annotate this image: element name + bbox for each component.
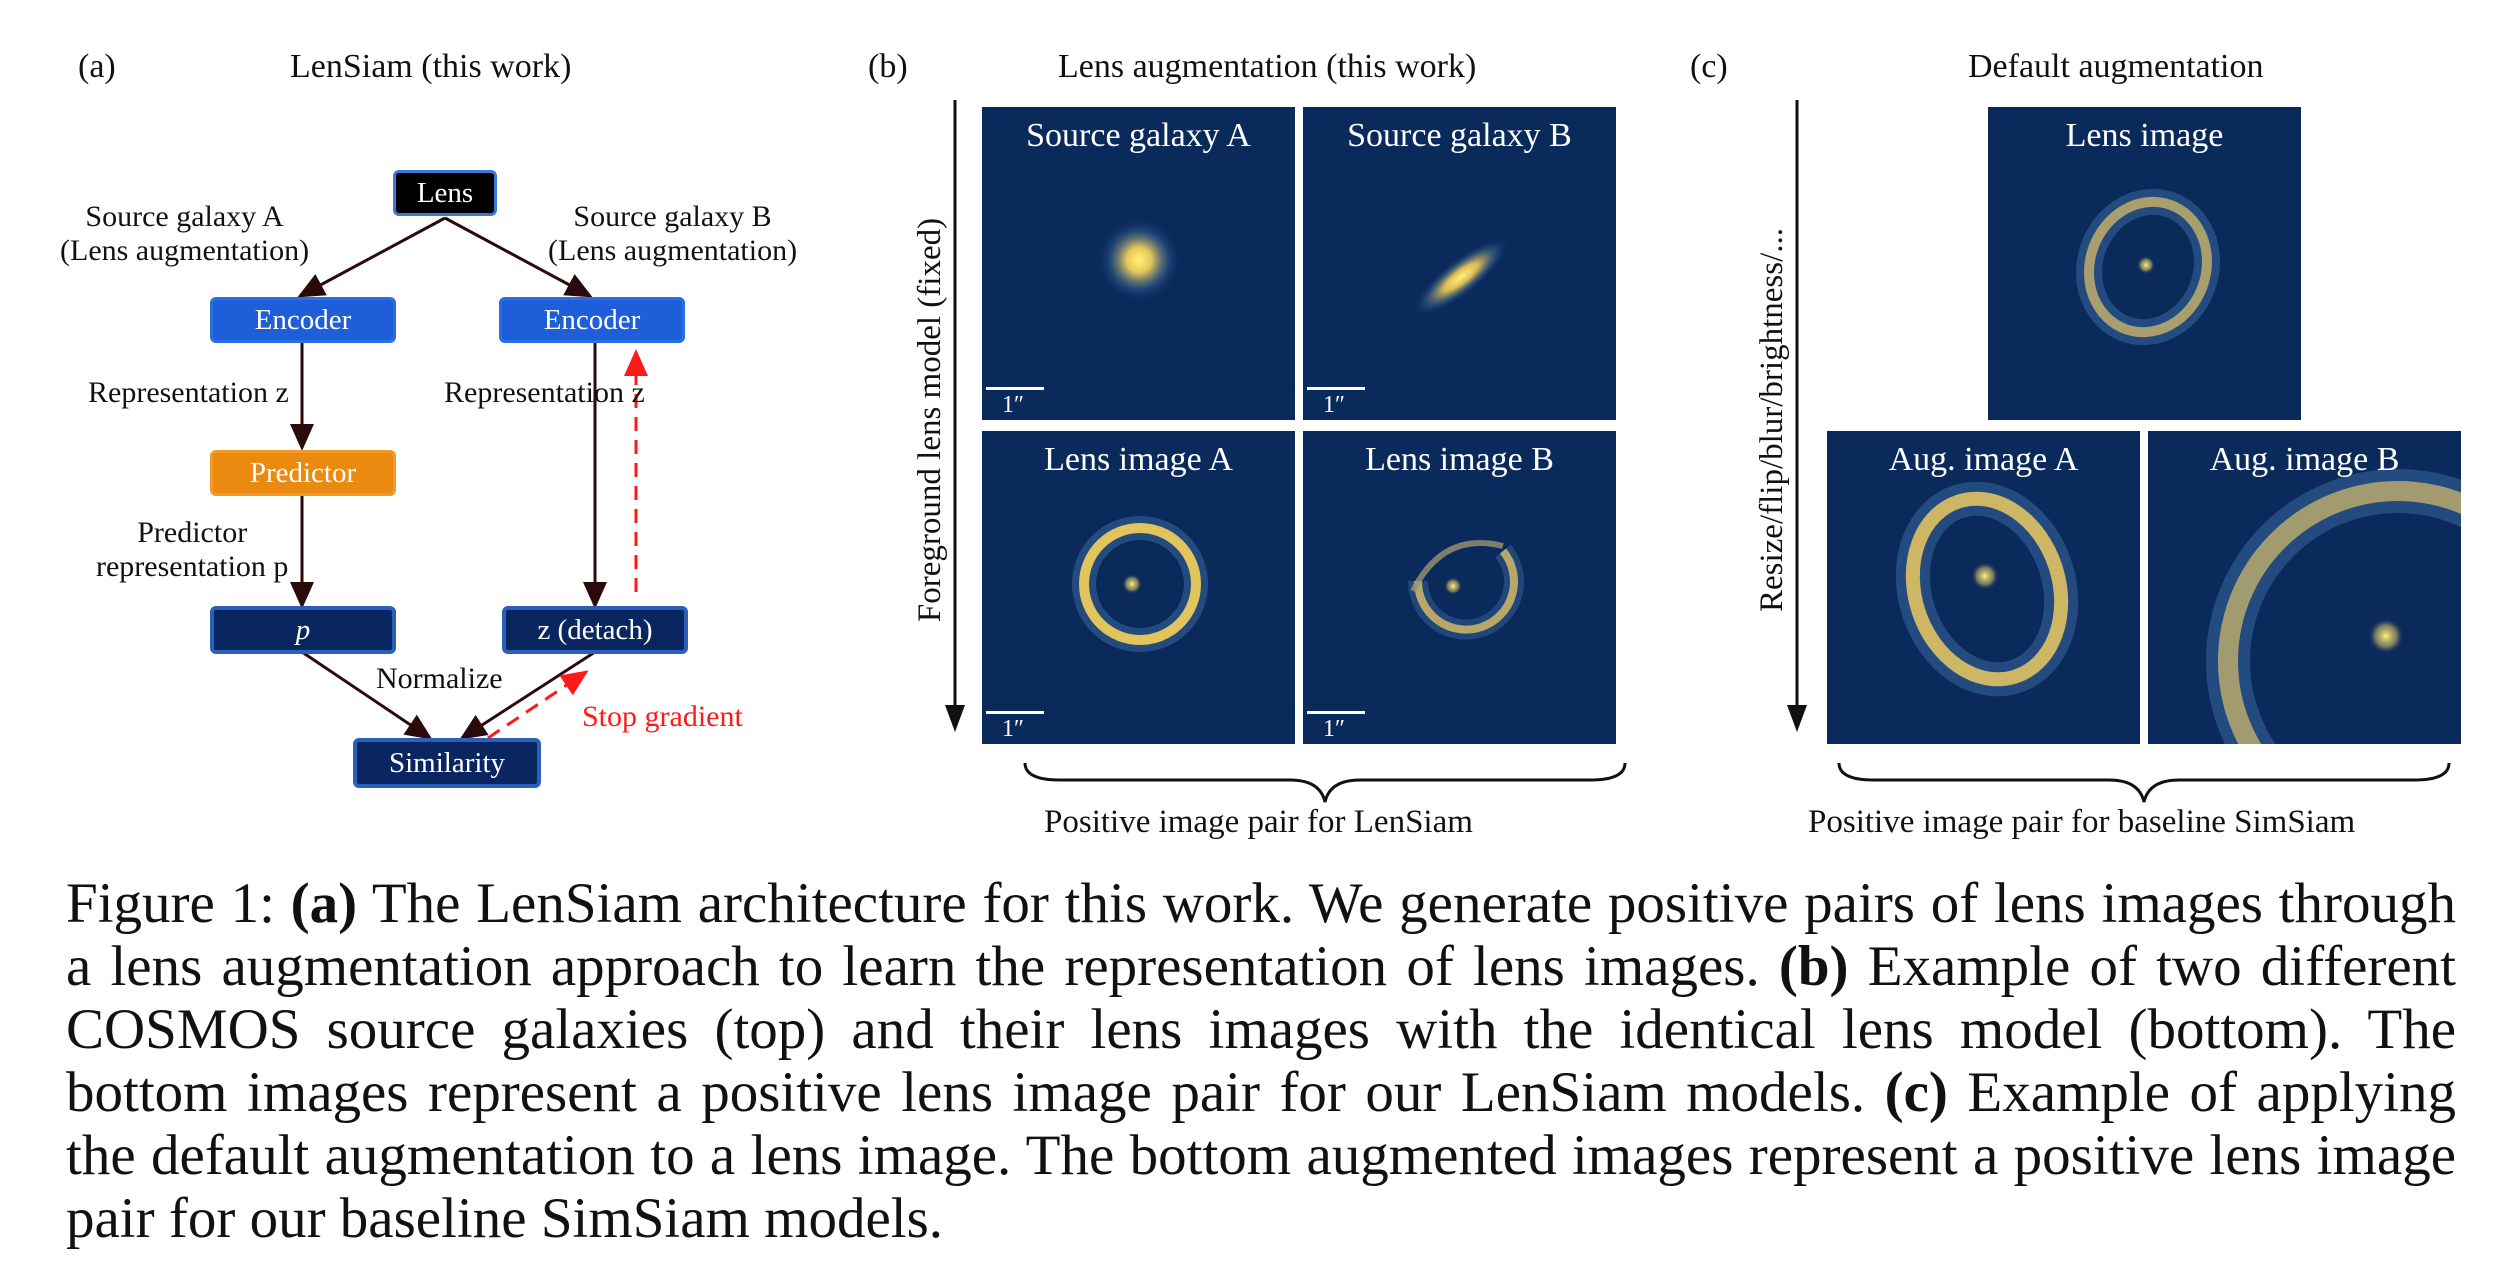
aug-image-b-plot — [2206, 469, 2461, 744]
lens-core — [2368, 618, 2404, 654]
lens-model-axis-label: Foreground lens model (fixed) — [912, 217, 948, 623]
right-branch-label-line1: Source galaxy B — [573, 200, 772, 233]
lens-arc — [1413, 548, 1518, 634]
figure-caption: Figure 1: (a) The LenSiam architecture f… — [66, 872, 2456, 1250]
lens-core — [1444, 577, 1462, 595]
source-galaxy-a-blob — [1097, 218, 1181, 302]
encoder-right-box: Encoder — [499, 297, 685, 343]
aug-ring-b — [2218, 481, 2461, 744]
lens-model-axis-arrow — [945, 100, 965, 732]
source-galaxy-a-image: Source galaxy A 1″ — [982, 107, 1295, 420]
lensiam-pair-brace — [1023, 762, 1627, 803]
scale-bar: 1″ — [986, 711, 1044, 742]
default-lens-image-label: Lens image — [2065, 117, 2224, 154]
caption-a-text: The LenSiam architecture for this work. … — [66, 872, 2456, 998]
aug-image-a: Aug. image A — [1827, 431, 2140, 744]
source-galaxy-b-blob — [1412, 237, 1510, 317]
caption-b-text: Example of two different COSMOS source g… — [66, 935, 2456, 1124]
right-branch-label: Source galaxy B (Lens augmentation) — [548, 200, 797, 268]
default-lens-image-plot — [2076, 188, 2220, 346]
source-galaxy-b-label: Source galaxy B — [1347, 117, 1572, 154]
source-galaxy-a-label: Source galaxy A — [1026, 117, 1251, 154]
caption-c-tag: (c) — [1884, 1061, 1948, 1124]
representation-left-label: Representation z — [88, 376, 289, 409]
lens-core — [2137, 256, 2155, 274]
panel-a-title: LenSiam (this work) — [290, 48, 572, 85]
simsiam-pair-label: Positive image pair for baseline SimSiam — [1808, 804, 2356, 840]
scale-bar: 1″ — [1307, 711, 1365, 742]
lens-core — [1971, 562, 1999, 590]
lens-image-b: Lens image B 1″ — [1303, 431, 1616, 744]
caption-b-tag: (b) — [1778, 935, 1849, 998]
default-lens-image: Lens image — [1988, 107, 2301, 420]
scale-bar: 1″ — [1307, 387, 1365, 418]
predictor-representation-line2: representation p — [96, 550, 289, 583]
right-branch-label-line2: (Lens augmentation) — [548, 234, 798, 267]
predictor-box: Predictor — [210, 450, 396, 496]
z-detach-box: z (detach) — [502, 606, 688, 654]
aug-image-b: Aug. image B — [2148, 431, 2461, 744]
aug-image-a-label: Aug. image A — [1888, 441, 2079, 478]
scale-bar-label: 1″ — [1002, 392, 1024, 418]
aug-ring-a — [1905, 491, 2069, 687]
lens-image-a-label: Lens image A — [1044, 441, 1233, 478]
representation-right-label: Representation z — [444, 376, 645, 409]
einstein-ring — [1079, 523, 1201, 645]
caption-prefix: Figure 1: — [66, 872, 291, 935]
augmentation-axis-label: Resize/flip/blur/brightness/... — [1754, 227, 1790, 613]
scale-bar-label: 1″ — [1323, 392, 1345, 418]
architecture-connectors — [290, 216, 648, 740]
encoder-left-box: Encoder — [210, 297, 396, 343]
source-galaxy-b-image: Source galaxy B 1″ — [1303, 107, 1616, 420]
scale-bar-label: 1″ — [1323, 716, 1345, 742]
p-box: p — [210, 606, 396, 654]
left-branch-label: Source galaxy A (Lens augmentation) — [60, 200, 309, 268]
lens-image-a: Lens image A 1″ — [982, 431, 1295, 744]
augmentation-axis-arrow — [1787, 100, 1807, 732]
similarity-box: Similarity — [353, 738, 541, 788]
panel-c-title: Default augmentation — [1968, 48, 2264, 85]
left-branch-label-line1: Source galaxy A — [85, 200, 284, 233]
source-galaxy-a-plot — [1097, 218, 1181, 302]
scale-bar: 1″ — [986, 387, 1044, 418]
caption-c-text: Example of applying the default augmenta… — [66, 1061, 2456, 1250]
panel-b-title: Lens augmentation (this work) — [1058, 48, 1477, 85]
simsiam-pair-brace — [1837, 762, 2451, 803]
panel-a-label: (a) — [78, 48, 116, 85]
lens-image-a-plot — [1072, 516, 1208, 652]
predictor-representation-line1: Predictor — [137, 516, 248, 549]
scale-bar-label: 1″ — [1002, 716, 1024, 742]
source-galaxy-b-plot — [1412, 237, 1510, 317]
aug-image-b-label: Aug. image B — [2209, 441, 2400, 478]
lens-image-b-label: Lens image B — [1365, 441, 1554, 478]
lens-image-b-plot — [1407, 540, 1524, 640]
panel-b-label: (b) — [868, 48, 908, 85]
caption-a-tag: (a) — [290, 872, 358, 935]
lens-box: Lens — [393, 170, 497, 216]
panel-c-label: (c) — [1690, 48, 1728, 85]
lens-core — [1122, 574, 1142, 594]
lens-ring — [2084, 196, 2212, 338]
stop-gradient-label: Stop gradient — [582, 700, 743, 733]
aug-image-a-plot — [1895, 481, 2079, 697]
predictor-representation-label: Predictor representation p — [96, 516, 288, 584]
lensiam-pair-label: Positive image pair for LenSiam — [1044, 804, 1473, 840]
normalize-label: Normalize — [376, 662, 503, 695]
left-branch-label-line2: (Lens augmentation) — [60, 234, 310, 267]
